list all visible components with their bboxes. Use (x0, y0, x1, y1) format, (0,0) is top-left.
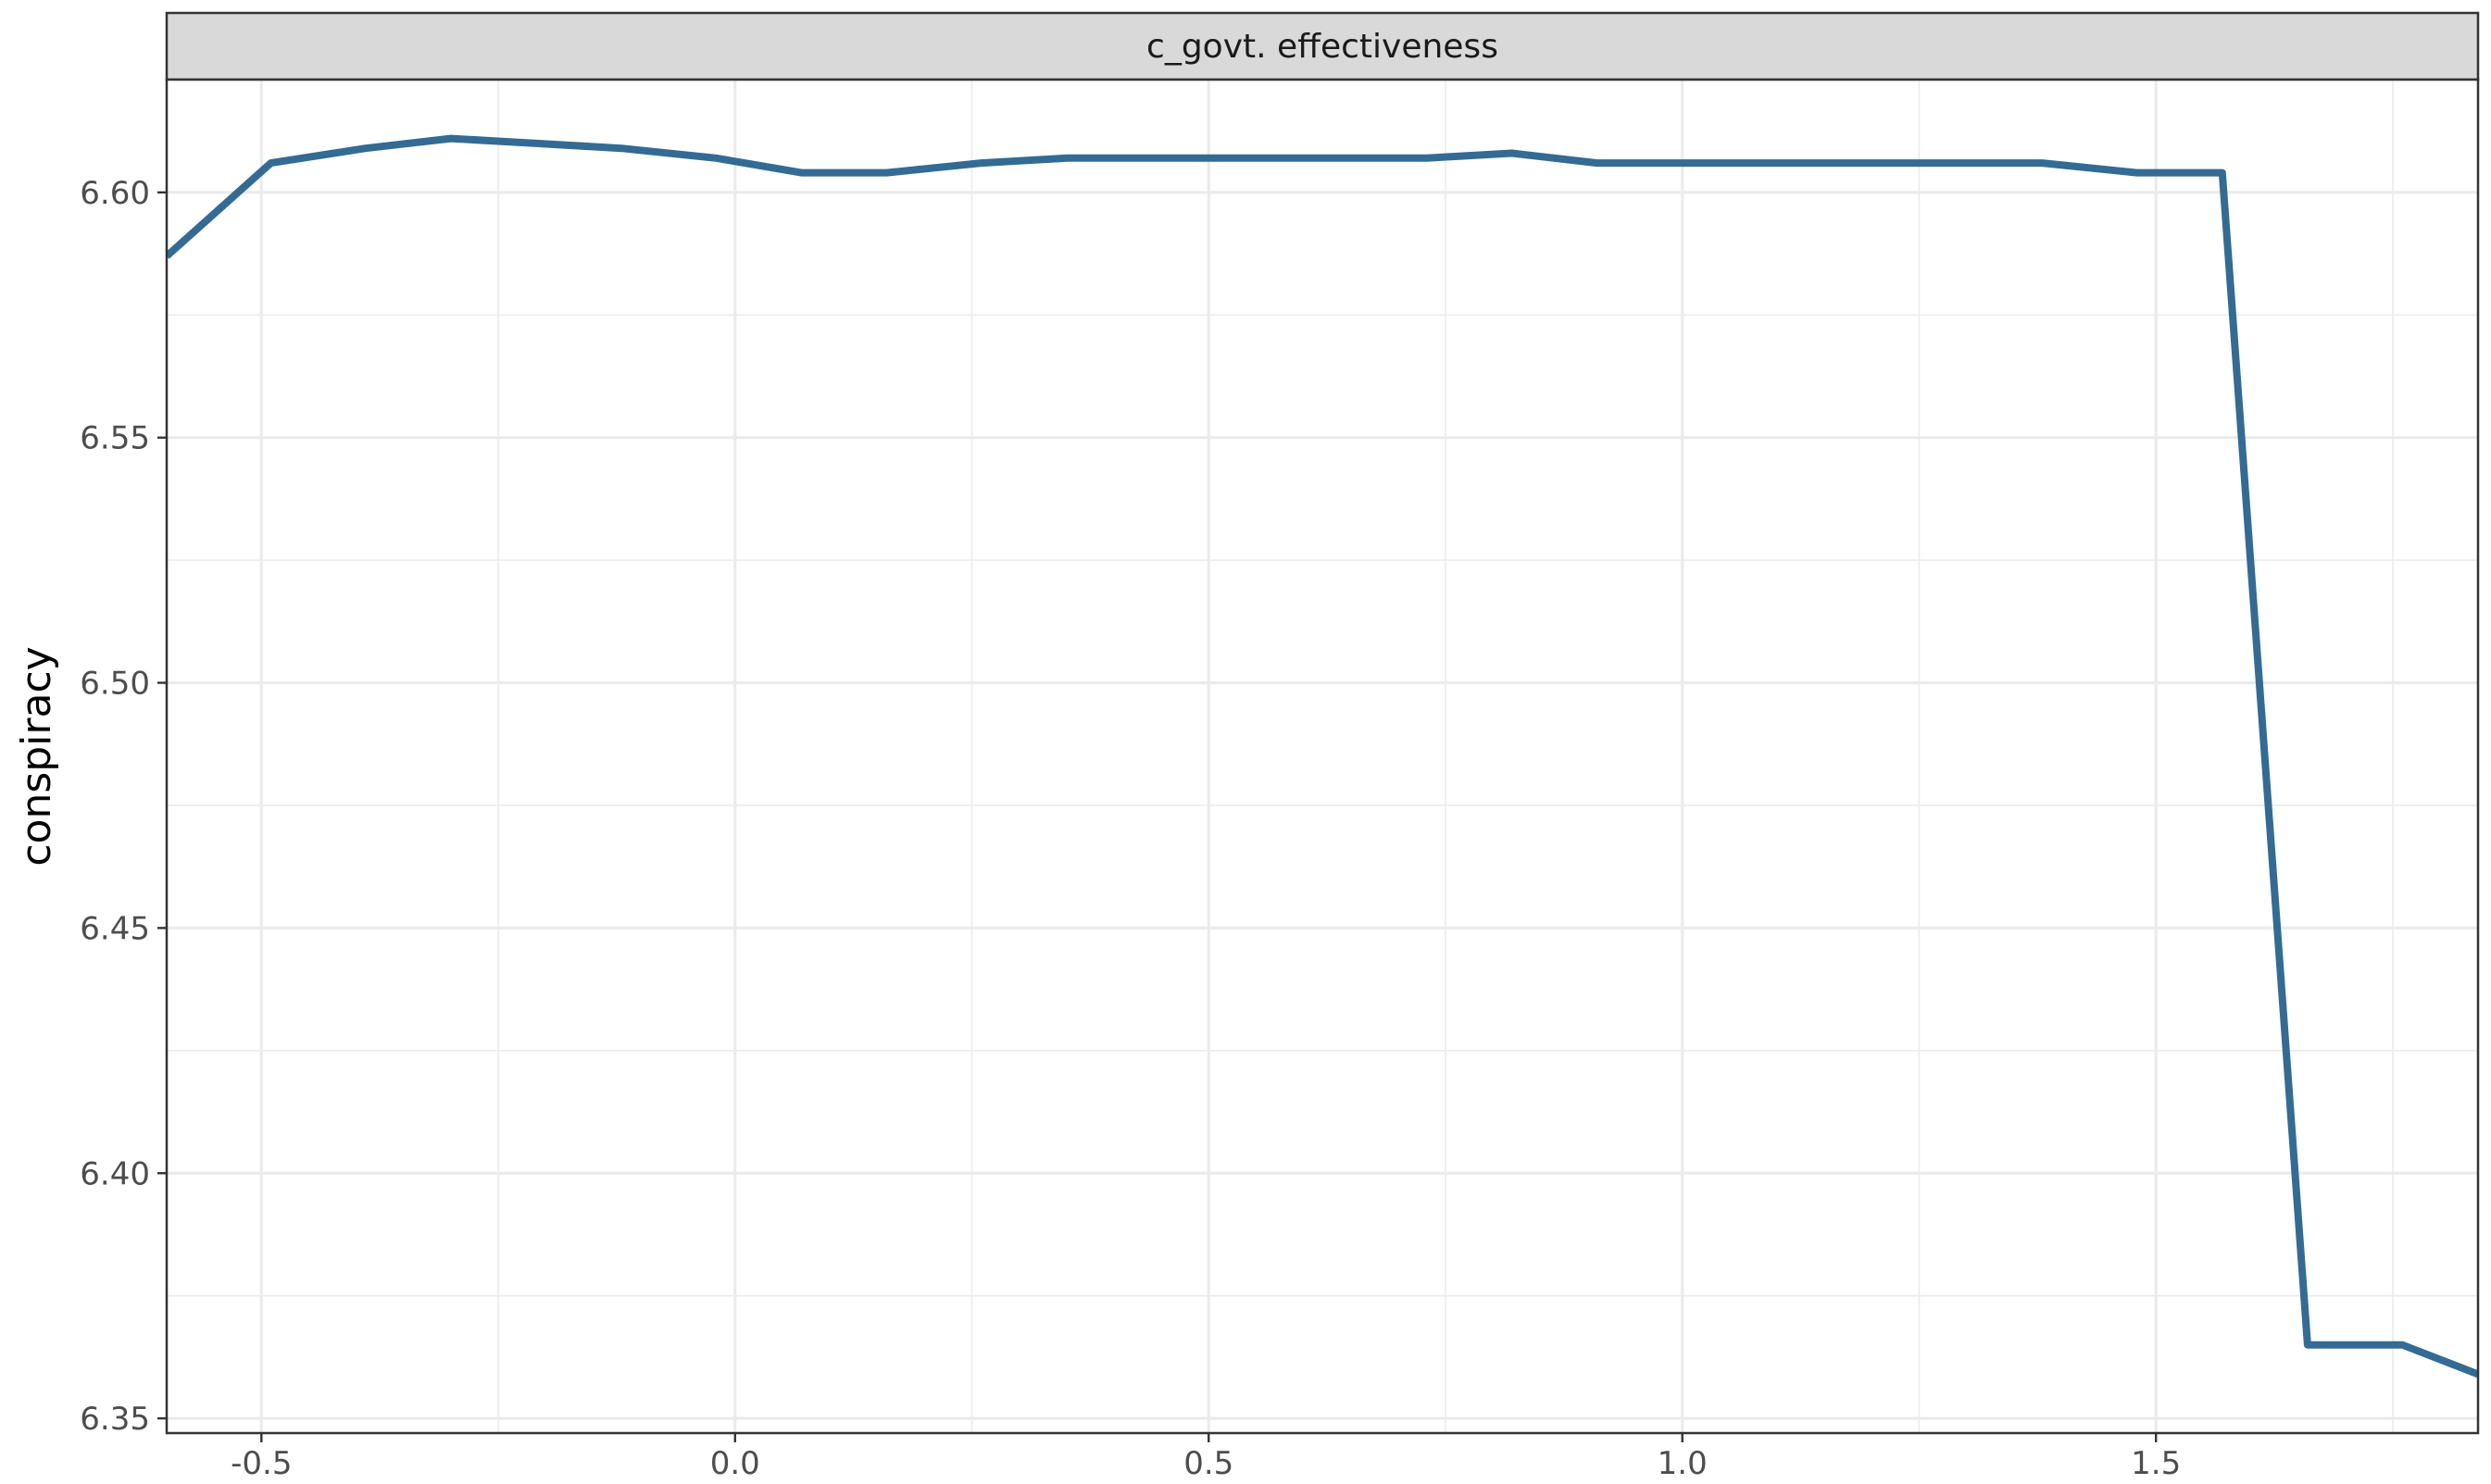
major-gridlines (167, 80, 2478, 1433)
x-tick-label: 0.0 (710, 1445, 760, 1482)
y-tick-label: 6.50 (80, 666, 150, 703)
y-tick-label: 6.55 (80, 420, 150, 457)
plot-panel (167, 80, 2478, 1433)
minor-gridlines (167, 80, 2478, 1433)
y-tick-label: 6.35 (80, 1401, 150, 1438)
x-tick-label: 1.5 (2131, 1445, 2181, 1482)
y-axis-title: conspiracy (13, 646, 60, 866)
plot-panel-border (165, 78, 2480, 1435)
facet-strip (165, 11, 2480, 81)
x-tick-label: 1.0 (1658, 1445, 1708, 1482)
x-tick-label: -0.5 (231, 1445, 292, 1482)
y-axis: 6.35 6.40 6.45 6.50 6.55 6.60 (80, 175, 167, 1438)
y-tick-label: 6.45 (80, 910, 150, 947)
y-tick-label: 6.60 (80, 175, 150, 212)
facet-title: c_govt. effectiveness (1146, 28, 1498, 66)
x-tick-label: 0.5 (1183, 1445, 1233, 1482)
y-tick-label: 6.40 (80, 1155, 150, 1192)
series-layer (167, 134, 2478, 1378)
series-line (167, 134, 2478, 1378)
x-axis: -0.5 0.0 0.5 1.0 1.5 (231, 1433, 2181, 1482)
